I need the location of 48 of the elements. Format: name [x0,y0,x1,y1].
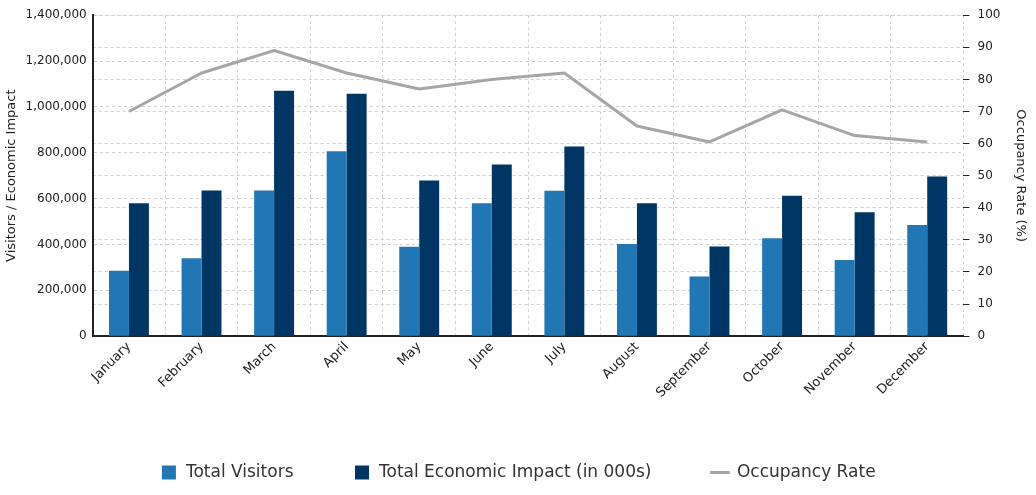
bar [834,260,855,336]
bar [471,203,492,336]
bar [274,90,295,336]
bar [326,151,347,336]
y2-tick-label: 80 [977,71,993,86]
y-tick-label: 1,200,000 [25,53,87,68]
y-tick-label: 400,000 [37,236,87,251]
bar [564,146,585,336]
legend-label: Total Economic Impact (in 000s) [377,460,652,481]
y2-tick-label: 0 [977,328,986,343]
y-tick-label: 1,400,000 [25,7,87,22]
bar [254,190,275,336]
y2-tick-label: 50 [977,167,993,182]
y-tick-label: 1,000,000 [25,99,87,114]
legend-label: Occupancy Rate [736,460,876,481]
y-axis-title: Visitors / Economic Impact [3,89,19,262]
y2-tick-label: 60 [977,135,993,150]
y2-tick-label: 20 [977,264,993,279]
y2-axis-title: Occupancy Rate (%) [1013,109,1029,242]
bar [907,224,928,336]
bar [709,246,730,336]
bar [854,212,875,336]
y2-tick-label: 90 [977,39,993,54]
bar [689,276,710,336]
bar [636,203,657,336]
bar [762,238,783,336]
y-tick-label: 600,000 [37,190,87,205]
bar [201,190,222,336]
bar [491,164,512,336]
y2-tick-label: 10 [977,296,993,311]
y2-tick-label: 40 [977,199,993,214]
bar [927,176,948,336]
bar [544,190,565,336]
bar [782,195,803,336]
y-tick-label: 800,000 [37,144,87,159]
legend-label: Total Visitors [184,460,294,481]
bar [419,180,440,336]
y2-tick-label: 70 [977,103,993,118]
bar [616,244,637,336]
y-tick-label: 200,000 [37,282,87,297]
bar [128,203,149,336]
bar [346,93,367,336]
bar [109,270,129,336]
y2-tick-label: 30 [977,232,993,246]
y2-tick-label: 100 [977,7,1001,22]
y-tick-label: 0 [79,328,87,343]
bar [399,246,420,336]
bar [181,258,202,336]
